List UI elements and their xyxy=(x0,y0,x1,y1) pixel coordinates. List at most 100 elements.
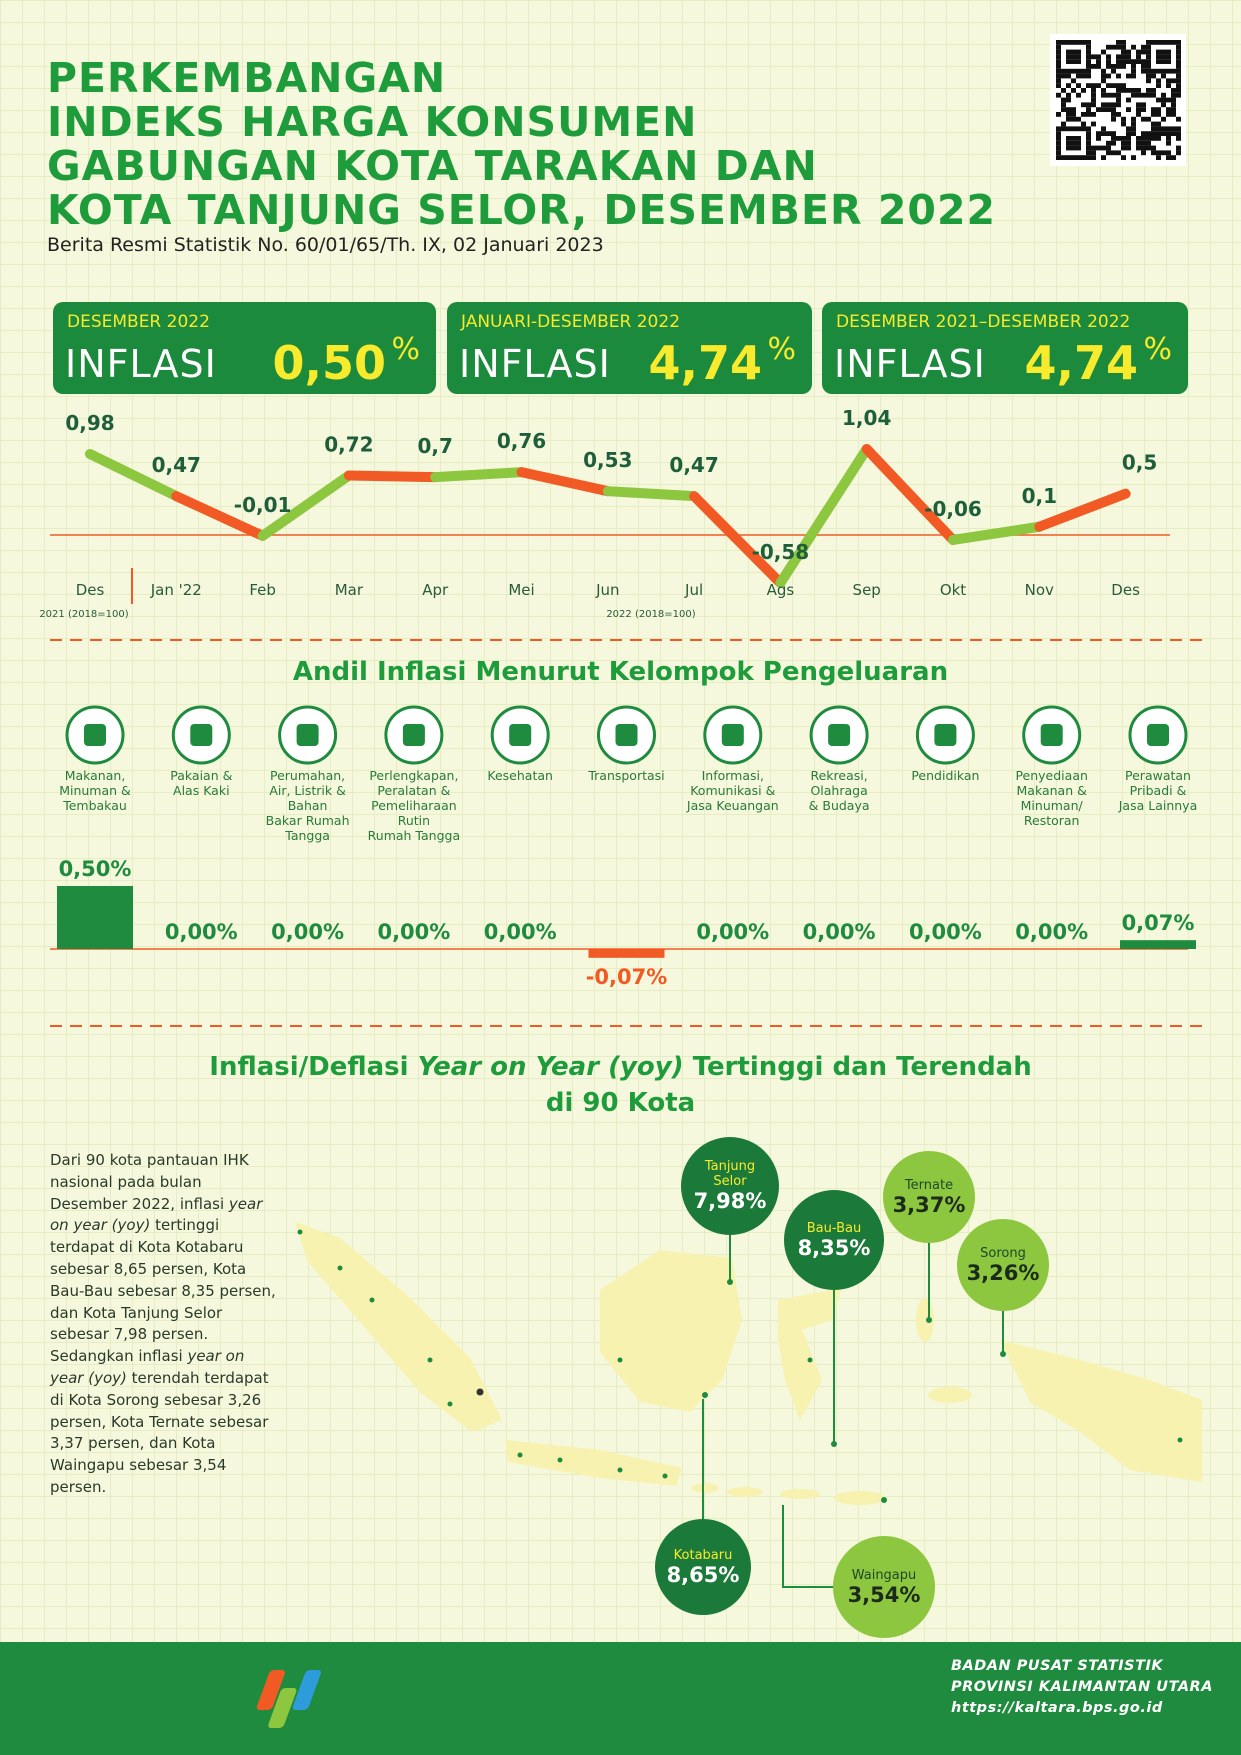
map-title-text: Inflasi/Deflasi xyxy=(209,1052,418,1082)
qr-module xyxy=(1071,49,1076,55)
card-unit: % xyxy=(767,332,796,367)
qr-module xyxy=(1076,68,1081,74)
qr-module xyxy=(1096,54,1101,60)
qr-module xyxy=(1066,116,1071,122)
qr-module xyxy=(1096,107,1101,112)
qr-module xyxy=(1056,155,1061,160)
qr-module xyxy=(1121,40,1126,45)
city-value: 8,35% xyxy=(797,1235,871,1260)
qr-module xyxy=(1096,59,1101,64)
qr-module xyxy=(1126,88,1131,93)
card-period: DESEMBER 2021–DESEMBER 2022 xyxy=(836,312,1131,332)
qr-module xyxy=(1056,112,1061,117)
qr-module xyxy=(1081,88,1086,93)
qr-module xyxy=(1161,131,1166,136)
qr-module xyxy=(1106,59,1111,64)
qr-module xyxy=(1116,112,1121,117)
data-label: 0,00% xyxy=(377,920,450,944)
qr-module xyxy=(1061,88,1066,93)
qr-module xyxy=(1071,59,1076,64)
qr-module xyxy=(1161,54,1166,60)
qr-module xyxy=(1111,116,1116,122)
qr-module xyxy=(1151,73,1156,79)
qr-module xyxy=(1146,64,1151,69)
qr-module xyxy=(1071,126,1076,132)
qr-module xyxy=(1136,136,1141,141)
qr-module xyxy=(1146,78,1151,84)
x-tick-label: Sep xyxy=(853,581,881,599)
qr-module xyxy=(1101,92,1106,98)
qr-module xyxy=(1146,116,1151,122)
data-label: 0,5 xyxy=(1122,451,1157,475)
data-label: 0,00% xyxy=(803,920,876,944)
data-label: 0,53 xyxy=(583,448,632,472)
qr-module xyxy=(1086,49,1091,55)
qr-module xyxy=(1086,126,1091,132)
qr-module xyxy=(1071,136,1076,141)
qr-module xyxy=(1166,83,1171,88)
qr-module xyxy=(1111,68,1116,74)
qr-module xyxy=(1106,150,1111,156)
chart-title: Andil Inflasi Menurut Kelompok Pengeluar… xyxy=(292,657,949,687)
qr-module xyxy=(1136,102,1141,108)
data-label: 0,98 xyxy=(65,411,114,435)
icon-glyph xyxy=(828,724,851,746)
data-label: -0,06 xyxy=(924,497,982,521)
footer-agency: BADAN PUSAT STATISTIK xyxy=(951,1658,1164,1674)
qr-module xyxy=(1166,155,1171,160)
qr-module xyxy=(1106,73,1111,79)
qr-module xyxy=(1121,145,1126,151)
paragraph-italic: year on year (yoy) xyxy=(50,1194,263,1235)
city-bubble: Tanjung Selor 7,98% xyxy=(681,1137,779,1235)
qr-module xyxy=(1106,102,1111,108)
qr-module xyxy=(1141,145,1146,151)
qr-module xyxy=(1106,107,1111,112)
qr-module xyxy=(1056,145,1061,151)
qr-module xyxy=(1081,68,1086,74)
line-segment xyxy=(1034,488,1131,532)
qr-module xyxy=(1176,136,1181,141)
qr-module xyxy=(1111,150,1116,156)
qr-module xyxy=(1146,88,1151,93)
qr-module xyxy=(1166,107,1171,112)
qr-module xyxy=(1146,44,1151,50)
qr-module xyxy=(1061,102,1066,108)
qr-module xyxy=(1136,54,1141,60)
qr-module xyxy=(1171,155,1176,160)
summary-card: DESEMBER 2022 INFLASI 0,50% xyxy=(53,302,436,394)
city-name: Ternate xyxy=(904,1177,954,1193)
title-line: PERKEMBANGAN xyxy=(47,54,447,102)
qr-module xyxy=(1116,150,1121,156)
qr-module xyxy=(1056,136,1061,141)
x-tick-label: Nov xyxy=(1025,581,1054,599)
qr-module xyxy=(1061,155,1066,160)
logo-mark xyxy=(256,1670,285,1710)
qr-module xyxy=(1171,92,1176,98)
qr-module xyxy=(1066,145,1071,151)
qr-module xyxy=(1151,107,1156,112)
qr-module xyxy=(1056,54,1061,60)
qr-module xyxy=(1151,145,1156,151)
data-label: 0,72 xyxy=(324,432,373,456)
qr-module xyxy=(1081,112,1086,117)
qr-module xyxy=(1106,54,1111,60)
qr-module xyxy=(1096,83,1101,88)
qr-module xyxy=(1161,49,1166,55)
qr-module xyxy=(1136,92,1141,98)
city-name: Sorong xyxy=(980,1245,1026,1261)
line-segment xyxy=(775,444,872,588)
qr-module xyxy=(1146,131,1151,136)
x-tick-label: Okt xyxy=(940,581,966,599)
qr-module xyxy=(1151,136,1156,141)
qr-module xyxy=(1116,73,1121,79)
qr-module xyxy=(1101,78,1106,84)
qr-module xyxy=(1056,140,1061,146)
category-label: Pendidikan xyxy=(911,768,980,783)
qr-module xyxy=(1081,73,1086,79)
qr-module xyxy=(1146,140,1151,146)
qr-module xyxy=(1126,145,1131,151)
bar xyxy=(57,886,133,949)
qr-module xyxy=(1111,102,1116,108)
qr-module xyxy=(1176,49,1181,55)
card-label: INFLASI xyxy=(834,342,986,386)
